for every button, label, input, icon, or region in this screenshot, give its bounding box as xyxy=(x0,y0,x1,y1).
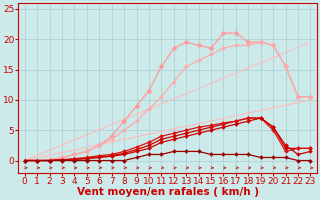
X-axis label: Vent moyen/en rafales ( km/h ): Vent moyen/en rafales ( km/h ) xyxy=(76,187,259,197)
